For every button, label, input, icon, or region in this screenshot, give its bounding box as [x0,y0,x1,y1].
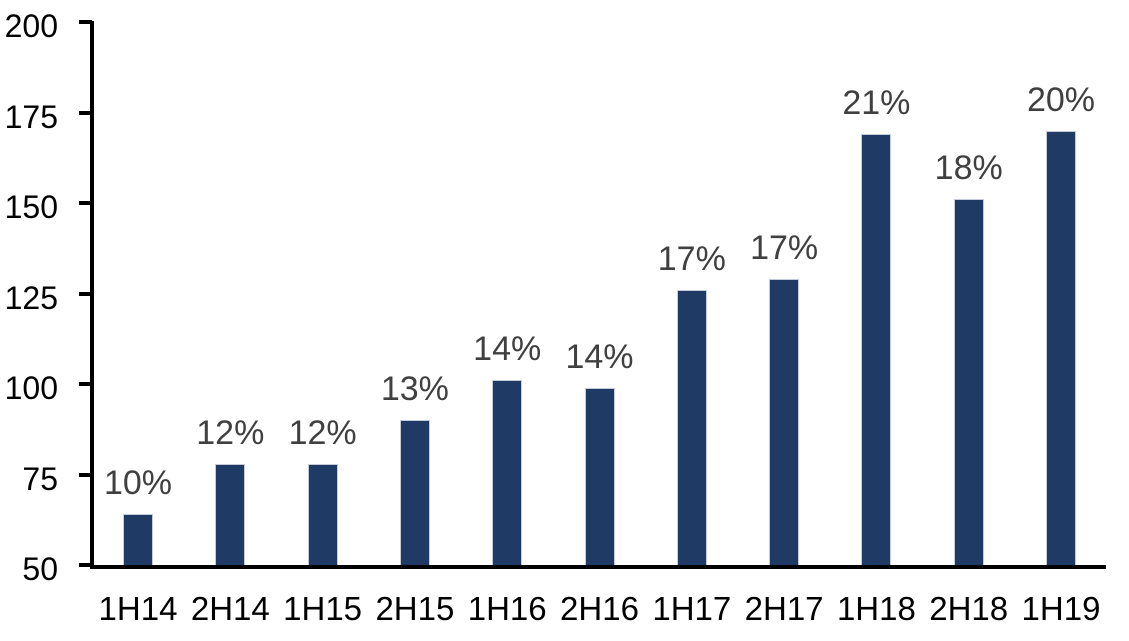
y-tick-label: 75 [22,460,58,497]
y-axis-line [90,21,94,569]
y-tick-label: 100 [4,370,58,406]
y-tick-mark [79,472,92,477]
x-category-label: 2H18 [929,590,1009,627]
y-tick-label: 175 [4,98,58,135]
y-tick-label: 200 [4,8,58,44]
bar-value-label: 10% [103,464,173,503]
bar-1H15 [307,463,338,565]
bar-1H17 [676,289,707,565]
bar-value-label: 21% [842,84,911,123]
x-category-label: 1H14 [98,590,178,627]
x-category-label: 1H16 [467,590,547,627]
bar-value-label: 17% [657,239,726,278]
y-tick-label: 150 [4,189,58,225]
x-category-label: 1H15 [283,590,363,627]
bar-value-label: 20% [1026,80,1096,119]
bar-1H16 [492,380,523,565]
x-category-label: 2H15 [375,590,455,627]
bar-value-label: 12% [196,413,265,452]
x-category-label: 1H17 [652,590,732,627]
y-tick-mark [79,291,92,296]
y-tick-mark [79,201,92,205]
bar-2H17 [769,279,800,565]
bar-value-label: 12% [288,413,357,452]
x-category-label: 2H16 [560,590,639,627]
x-category-label: 1H19 [1021,590,1101,627]
bar-2H14 [215,463,246,565]
bar-value-label: 17% [750,229,819,268]
x-category-label: 2H17 [744,590,824,627]
y-tick-label: 125 [4,279,58,316]
bar-value-label: 18% [934,149,1003,188]
bar-value-label: 14% [473,330,542,369]
bar-1H18 [861,134,892,565]
bar-2H18 [953,199,984,565]
bar-value-label: 14% [565,337,634,376]
bar-1H19 [1046,130,1076,565]
y-tick-mark [79,20,92,24]
bar-2H16 [584,387,615,565]
bar-1H14 [123,514,153,565]
y-tick-mark [79,110,92,115]
x-axis-line [90,565,1106,569]
y-tick-mark [79,563,92,567]
bar-value-label: 13% [380,370,449,409]
y-tick-label: 50 [22,551,58,587]
bar-2H15 [399,420,430,565]
x-category-label: 1H18 [836,590,916,627]
y-tick-mark [79,382,92,386]
x-category-label: 2H14 [190,590,270,627]
